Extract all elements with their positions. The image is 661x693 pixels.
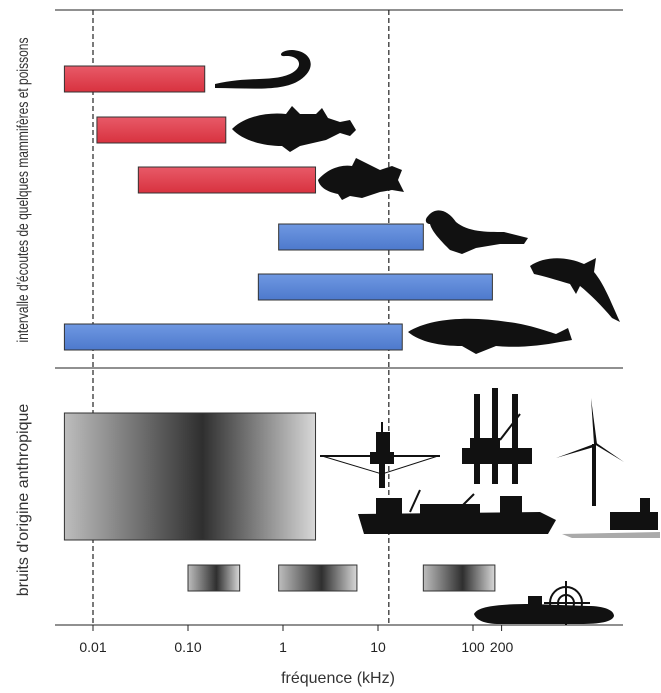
seal-range-bar (278, 223, 424, 251)
x-tick-label-1: 0.10 (174, 639, 201, 655)
noise-band-2 (278, 564, 358, 592)
noise-band-3 (422, 564, 496, 592)
eel-icon (215, 50, 311, 89)
submarine-icon (474, 596, 614, 624)
noise-band-1 (187, 564, 241, 592)
x-tick-label-4: 100 (461, 639, 485, 655)
x-axis-ticks: 0.01 0.10 1 10 100 200 (79, 625, 513, 655)
x-tick-label-2: 1 (279, 639, 287, 655)
drilling-rig-icon (320, 422, 440, 488)
cod-range-bar (96, 116, 227, 144)
eel-range-bar (63, 65, 206, 93)
whale-icon (408, 318, 572, 354)
dolphin-range-bar (257, 273, 493, 301)
cod-icon (232, 106, 356, 152)
seal-icon (425, 210, 528, 254)
x-axis-label: fréquence (kHz) (281, 670, 395, 687)
section-label-species: intervalle d'écoutes de quelques mammifè… (15, 38, 32, 343)
noise-band-broad (63, 412, 317, 541)
perch-icon (318, 158, 404, 200)
x-tick-label-5: 200 (490, 639, 514, 655)
perch-range-bar (137, 166, 317, 194)
section-label-noise: bruits d'origine anthropique (15, 404, 32, 597)
whale-range-bar (63, 323, 403, 351)
x-tick-label-3: 10 (370, 639, 386, 655)
x-tick-label-0: 0.01 (79, 639, 106, 655)
cargo-ship-icon (358, 489, 556, 534)
dolphin-icon (530, 258, 620, 322)
dredger-icon (562, 498, 660, 538)
wind-turbine-icon (556, 398, 624, 506)
oil-platform-icon (462, 388, 532, 484)
